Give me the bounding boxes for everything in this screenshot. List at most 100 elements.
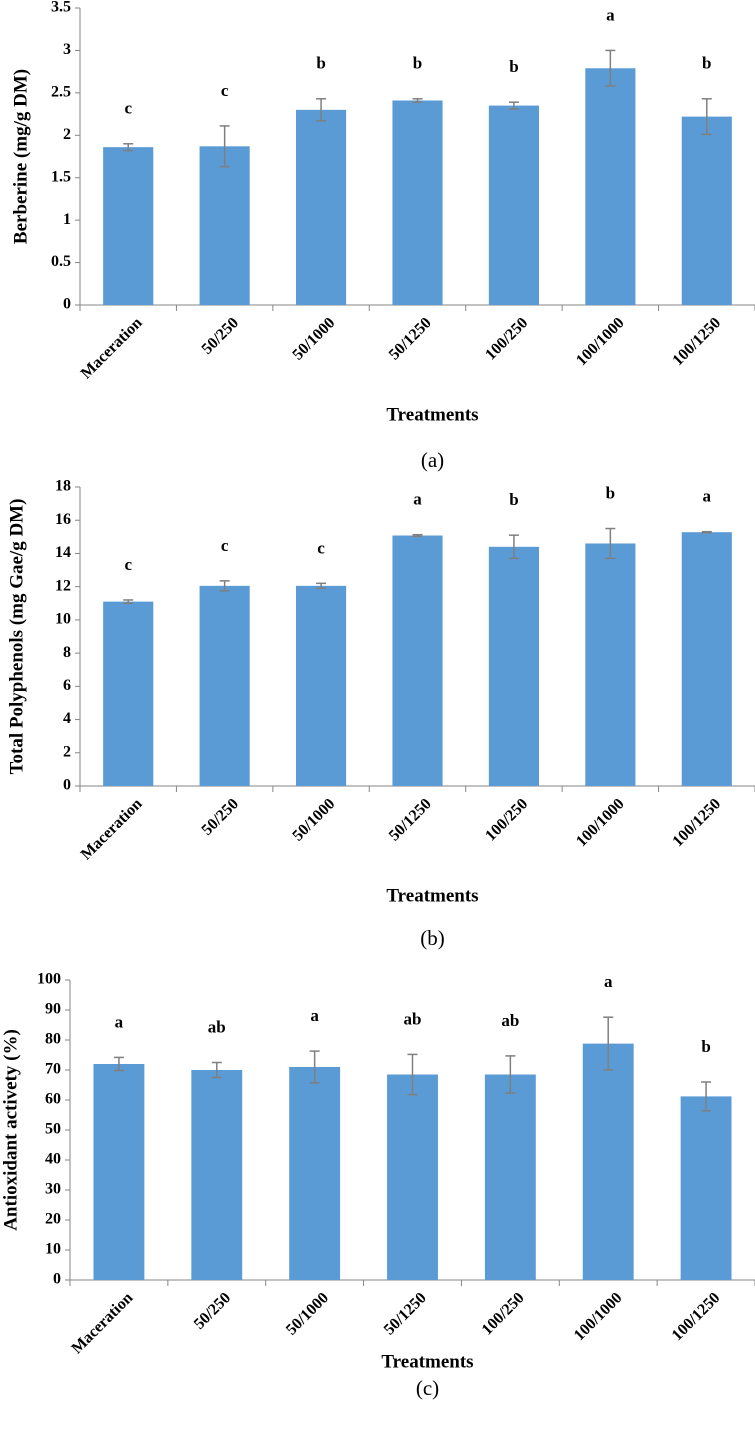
y-tick-label: 80 (45, 1031, 61, 1048)
x-tick-label: 100/1000 (573, 795, 628, 850)
y-tick-label: 0 (63, 777, 71, 794)
bar (103, 147, 154, 305)
y-tick-label: 1 (63, 211, 71, 228)
x-tick-label: 100/250 (482, 795, 531, 844)
y-tick-label: 10 (55, 611, 71, 628)
y-tick-label: 1.5 (51, 168, 71, 185)
x-tick-label: 50/250 (199, 314, 242, 357)
bar (296, 109, 347, 305)
y-tick-label: 14 (55, 544, 71, 561)
y-tick-label: 40 (45, 1151, 61, 1168)
x-tick-label: 50/1250 (386, 314, 435, 363)
error-bar (701, 98, 712, 136)
y-tick-label: 3 (63, 41, 71, 58)
bar (392, 535, 443, 786)
y-tick-label: 90 (45, 1001, 61, 1018)
y-tick-label: 20 (45, 1211, 61, 1228)
y-axis-title: Antioxidant activety (%) (0, 1029, 21, 1231)
significance-letter: b (413, 54, 422, 73)
error-bar (603, 1016, 614, 1071)
y-tick-label: 16 (55, 511, 71, 528)
error-bar (605, 527, 616, 560)
y-axis-title: Total Polyphenols (mg Gae/g DM) (6, 499, 27, 775)
x-tick-label: 50/250 (199, 795, 242, 838)
error-bar (701, 530, 712, 534)
x-tick-label: 100/1250 (669, 314, 724, 369)
y-axis-title: Berberine (mg/g DM) (10, 69, 31, 244)
bar (681, 532, 732, 786)
bar (191, 1070, 243, 1280)
bar (289, 1067, 341, 1280)
bar (585, 543, 636, 786)
error-bar (412, 98, 423, 103)
error-bar (316, 582, 327, 590)
significance-letter: c (221, 536, 229, 555)
significance-letter: b (509, 57, 518, 76)
x-tick-label: 100/1000 (573, 314, 628, 369)
significance-letter: ab (208, 1017, 226, 1036)
bar (296, 585, 347, 786)
y-tick-label: 60 (45, 1091, 61, 1108)
y-tick-label: 0 (53, 1271, 61, 1288)
bar (199, 146, 250, 305)
significance-letter: b (702, 54, 711, 73)
significance-letter: c (124, 99, 132, 118)
y-tick-label: 6 (63, 677, 71, 694)
error-bar (605, 49, 616, 87)
significance-letter: a (606, 5, 615, 24)
y-tick-label: 3.5 (51, 0, 71, 16)
error-bar (316, 98, 327, 122)
x-tick-label: 100/250 (482, 314, 531, 363)
bar (387, 1074, 438, 1280)
x-tick-label: 50/1000 (283, 1289, 332, 1338)
x-tick-label: 50/1000 (289, 795, 338, 844)
bar (103, 601, 154, 786)
x-tick-label: 50/1000 (289, 314, 338, 363)
significance-letter: a (413, 490, 422, 509)
y-tick-label: 70 (45, 1061, 61, 1078)
bar (488, 105, 539, 305)
error-bar (123, 143, 134, 152)
error-bar (219, 580, 230, 592)
significance-letter: a (310, 1006, 319, 1025)
bar (585, 68, 636, 306)
significance-letter: b (316, 54, 325, 73)
y-tick-label: 4 (63, 710, 71, 727)
bar (93, 1064, 145, 1280)
x-tick-label: Maceration (78, 314, 146, 382)
error-bar (508, 101, 519, 110)
significance-letter: c (124, 555, 132, 574)
y-tick-label: 2.5 (51, 84, 71, 101)
caption: (a) (421, 448, 444, 472)
significance-letter: a (703, 487, 712, 506)
significance-letter: b (606, 483, 615, 502)
x-axis-title: Treatments (386, 885, 478, 906)
significance-letter: c (221, 81, 229, 100)
error-bar (113, 1056, 124, 1072)
x-tick-label: 100/250 (479, 1289, 528, 1338)
significance-letter: a (115, 1012, 124, 1031)
y-tick-label: 30 (45, 1181, 61, 1198)
y-tick-label: 10 (45, 1241, 61, 1258)
x-tick-label: Maceration (68, 1289, 136, 1357)
y-tick-label: 0.5 (51, 253, 71, 270)
error-bar (123, 599, 134, 605)
y-tick-label: 2 (63, 743, 71, 760)
y-tick-label: 100 (37, 971, 61, 988)
error-bar (508, 534, 519, 560)
error-bar (211, 1061, 222, 1079)
bar (199, 585, 250, 786)
bar (681, 116, 732, 305)
x-axis-title: Treatments (381, 1351, 473, 1372)
x-tick-label: Maceration (78, 795, 146, 863)
error-bar (412, 533, 423, 538)
y-tick-label: 8 (63, 644, 71, 661)
y-tick-label: 50 (45, 1121, 61, 1138)
caption: (b) (420, 926, 445, 950)
bar (582, 1043, 634, 1280)
significance-letter: ab (501, 1011, 519, 1030)
x-tick-label: 100/1250 (669, 795, 724, 850)
x-tick-label: 100/1250 (669, 1289, 724, 1344)
significance-letter: ab (404, 1009, 422, 1028)
